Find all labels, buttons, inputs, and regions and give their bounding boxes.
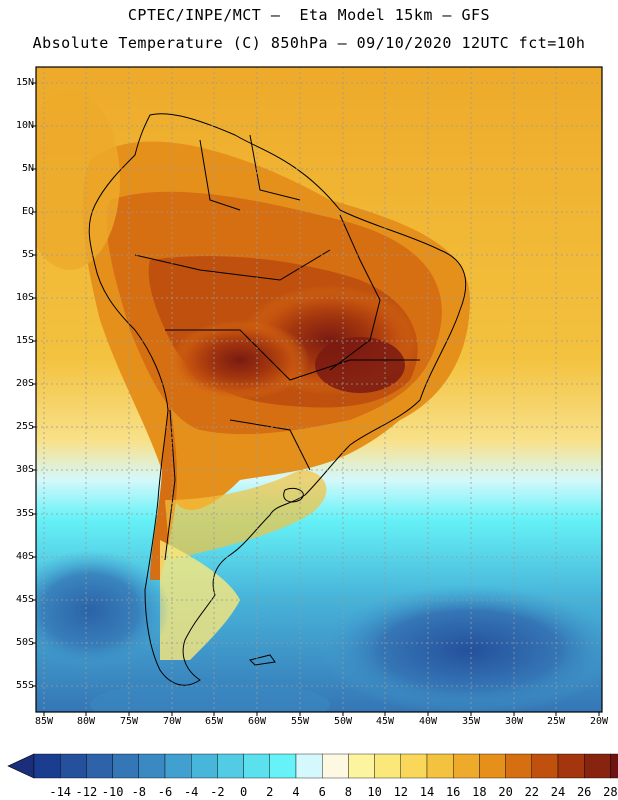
lat-label: EQ xyxy=(21,206,34,217)
lon-label: 85W xyxy=(34,716,54,727)
colorbar-swatch xyxy=(190,753,218,779)
colorbar-tick-label: -12 xyxy=(75,785,98,799)
colorbar-tick-label: 10 xyxy=(367,785,382,799)
colorbar-swatch xyxy=(269,753,297,779)
colorbar-swatch xyxy=(295,753,323,779)
map-frame xyxy=(35,66,603,713)
colorbar-swatch xyxy=(112,753,139,779)
colorbar-tick-label: 18 xyxy=(472,785,487,799)
colorbar-tick-label: 8 xyxy=(344,785,353,799)
colorbar-swatch xyxy=(217,753,244,779)
colorbar-tick-label: 22 xyxy=(524,785,540,799)
colorbar-tick-label: 2 xyxy=(266,785,274,799)
lat-label: 40S xyxy=(15,551,34,562)
colorbar-swatch xyxy=(531,753,559,779)
lat-label: 10S xyxy=(15,292,34,303)
lon-label: 45W xyxy=(375,716,395,727)
colorbar-tick-label: 12 xyxy=(393,785,409,799)
colorbar-tick-label: 20 xyxy=(498,785,513,799)
colorbar-tick-label: -10 xyxy=(101,785,124,799)
coastline xyxy=(88,113,467,686)
colorbar xyxy=(7,753,618,779)
colorbar-tick-label: 26 xyxy=(576,785,592,799)
lon-label: 20W xyxy=(589,716,609,727)
colorbar-tick-label: 6 xyxy=(318,785,326,799)
title-line-2: Absolute Temperature (C) 850hPa – 09/10/… xyxy=(32,34,586,52)
colorbar-tick-label: 4 xyxy=(292,785,300,799)
lat-label: 15S xyxy=(15,335,34,346)
colorbar-swatch xyxy=(584,753,611,779)
ticks xyxy=(32,82,600,716)
colorbar-tick-label: -8 xyxy=(131,785,147,799)
lon-label: 75W xyxy=(119,716,139,727)
lat-label: 20S xyxy=(15,378,34,389)
colorbar-swatch xyxy=(86,753,113,779)
lon-label: 55W xyxy=(290,716,310,727)
colorbar-swatch xyxy=(426,753,454,779)
lon-label: 30W xyxy=(504,716,524,727)
lat-label: 15N xyxy=(15,77,34,88)
lat-label: 35S xyxy=(15,508,34,519)
colorbar-swatch xyxy=(138,753,166,779)
lon-label: 80W xyxy=(76,716,96,727)
lon-label: 25W xyxy=(546,716,566,727)
colorbar-swatch xyxy=(374,753,402,779)
colorbar-swatch xyxy=(243,753,271,779)
colorbar-swatch xyxy=(453,753,480,779)
colorbar-tick-label: 16 xyxy=(445,785,461,799)
colorbar-tick-label: -6 xyxy=(157,785,173,799)
title-line-1: CPTEC/INPE/MCT – Eta Model 15km – GFS xyxy=(127,6,491,24)
lat-label: 5N xyxy=(21,163,34,174)
lat-label: 50S xyxy=(15,637,34,648)
lon-label: 65W xyxy=(204,716,224,727)
lat-label: 10N xyxy=(15,120,34,131)
colorbar-tick-label: 14 xyxy=(419,785,435,799)
colorbar-tick-label: -2 xyxy=(210,785,225,799)
colorbar-swatch xyxy=(60,753,87,779)
lon-label: 60W xyxy=(247,716,267,727)
temperature-field xyxy=(36,67,602,712)
colorbar-swatch xyxy=(348,753,375,779)
lon-label: 35W xyxy=(461,716,481,727)
lat-label: 55S xyxy=(15,680,34,691)
colorbar-swatch xyxy=(557,753,585,779)
colorbar-swatch xyxy=(164,753,192,779)
lat-label: 30S xyxy=(15,464,34,475)
colorbar-tick-label: 0 xyxy=(239,785,248,799)
lat-label: 25S xyxy=(15,421,34,432)
colorbar-swatch xyxy=(505,753,533,779)
lat-label: 45S xyxy=(15,594,34,605)
colorbar-swatch xyxy=(322,753,349,779)
colorbar-swatch xyxy=(610,753,618,779)
colorbar-tick-label: 24 xyxy=(550,785,566,799)
lat-label: 5S xyxy=(21,249,34,260)
lon-label: 40W xyxy=(418,716,438,727)
lon-label: 50W xyxy=(333,716,353,727)
graticule xyxy=(36,67,602,712)
colorbar-tick-label: -14 xyxy=(49,785,72,799)
colorbar-tick-label: -4 xyxy=(183,785,199,799)
colorbar-swatch xyxy=(479,753,506,779)
colorbar-arrow-left xyxy=(7,753,35,779)
colorbar-swatch xyxy=(400,753,428,779)
colorbar-tick-label: 28 xyxy=(603,785,618,799)
lon-label: 70W xyxy=(162,716,182,727)
colorbar-swatch xyxy=(33,753,61,779)
